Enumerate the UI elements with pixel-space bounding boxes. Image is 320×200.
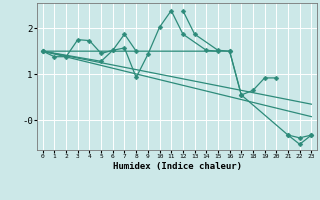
X-axis label: Humidex (Indice chaleur): Humidex (Indice chaleur) (113, 162, 242, 171)
